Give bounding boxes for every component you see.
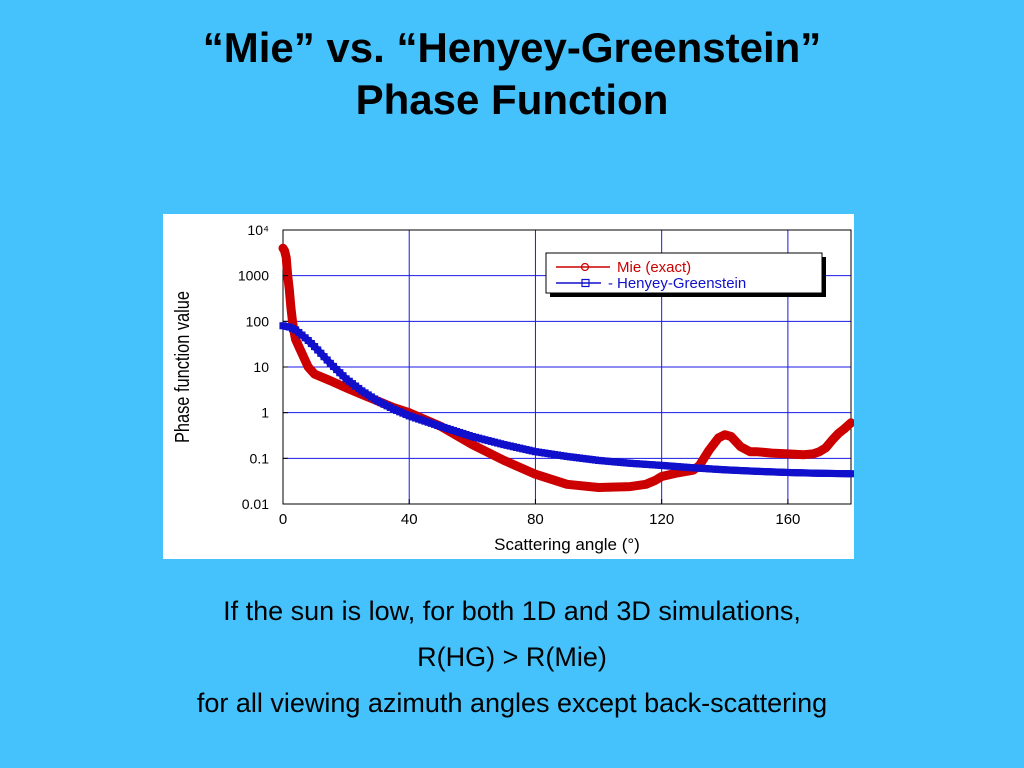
data-point: [786, 449, 795, 459]
data-point: [628, 482, 638, 491]
y-tick-label: 10: [253, 359, 269, 375]
legend-mie-marker: [580, 262, 590, 272]
legend: Mie (exact) - Henyey-Greenstein: [545, 252, 826, 297]
y-tick-label: 0.1: [250, 450, 270, 466]
legend-hg-dash: -: [608, 275, 613, 292]
caption: If the sun is low, for both 1D and 3D si…: [0, 588, 1024, 726]
x-tick-label: 0: [279, 511, 287, 528]
data-point: [568, 480, 577, 490]
chart-panel: 0 40 80 120 160 10⁴ 1000 100 10 1 0.1 0.01 Scatteri…: [163, 214, 854, 559]
data-point: [582, 482, 592, 491]
data-point: [789, 450, 798, 459]
data-point: [846, 418, 854, 427]
phase-function-chart: 0 40 80 120 160 10⁴ 1000 100 10 1 0.1 0.01 Scatteri…: [170, 222, 854, 554]
data-point: [698, 456, 707, 466]
data-point: [622, 482, 632, 491]
series-layer: [278, 243, 854, 492]
data-point: [757, 448, 767, 457]
data-point: [840, 424, 849, 433]
data-point: [755, 447, 764, 457]
data-point: [611, 482, 620, 492]
data-point: [799, 450, 808, 459]
data-point: [773, 449, 782, 458]
data-point: [748, 447, 758, 456]
data-point: [282, 253, 291, 262]
data-point: [847, 470, 854, 478]
data-point: [577, 481, 586, 490]
data-point: [286, 303, 296, 312]
y-axis-label: Phase function value: [170, 291, 193, 443]
data-point: [600, 483, 609, 492]
data-point: [767, 448, 777, 458]
slide-title-line1: “Mie” vs. “Henyey-Greenstein”: [202, 24, 822, 71]
data-point: [701, 452, 710, 461]
slide-title: “Mie” vs. “Henyey-Greenstein” Phase Func…: [0, 22, 1024, 126]
data-point: [574, 481, 583, 490]
data-point: [752, 447, 761, 456]
data-point: [597, 483, 606, 492]
x-tick-label: 40: [401, 511, 418, 528]
slide-title-line2: Phase Function: [355, 76, 669, 123]
caption-line2: R(HG) > R(Mie): [417, 642, 607, 672]
y-tick-label: 10⁴: [247, 222, 269, 238]
data-point: [571, 481, 580, 490]
caption-line1: If the sun is low, for both 1D and 3D si…: [223, 596, 801, 626]
data-point: [631, 481, 640, 490]
x-tick-label: 160: [775, 511, 800, 528]
data-point: [588, 482, 597, 492]
caption-line3: for all viewing azimuth angles except ba…: [196, 688, 828, 718]
data-point: [834, 429, 843, 438]
data-point: [565, 480, 574, 489]
data-point: [617, 482, 626, 492]
y-tick-label: 1: [261, 405, 269, 421]
y-tick-label: 0.01: [242, 496, 269, 512]
data-point: [591, 483, 600, 492]
y-tick-label: 1000: [238, 268, 269, 284]
x-tick-label: 120: [649, 511, 674, 528]
data-point: [770, 449, 780, 458]
legend-box: [545, 252, 823, 294]
data-point: [585, 482, 594, 491]
series-mie: [278, 243, 854, 492]
series-hg: [279, 322, 854, 478]
y-tick-label: 100: [246, 313, 270, 329]
data-point: [619, 482, 629, 491]
data-point: [602, 483, 612, 492]
data-point: [594, 483, 603, 492]
data-point: [614, 482, 623, 492]
tick-layer: 0 40 80 120 160 10⁴ 1000 100 10 1 0.1 0.01: [238, 222, 801, 528]
data-point: [745, 447, 755, 456]
legend-hg-marker: [581, 278, 590, 288]
legend-mie-label: Mie (exact): [617, 259, 691, 276]
data-point: [579, 481, 589, 491]
x-axis-label: Scattering angle (°): [494, 535, 640, 554]
legend-hg-label: Henyey-Greenstein: [617, 275, 746, 292]
data-point: [605, 483, 615, 492]
data-point: [562, 480, 572, 489]
data-point: [783, 449, 793, 459]
data-point: [608, 482, 617, 492]
data-point: [285, 285, 294, 294]
x-tick-label: 80: [527, 511, 544, 528]
data-point: [625, 482, 635, 491]
